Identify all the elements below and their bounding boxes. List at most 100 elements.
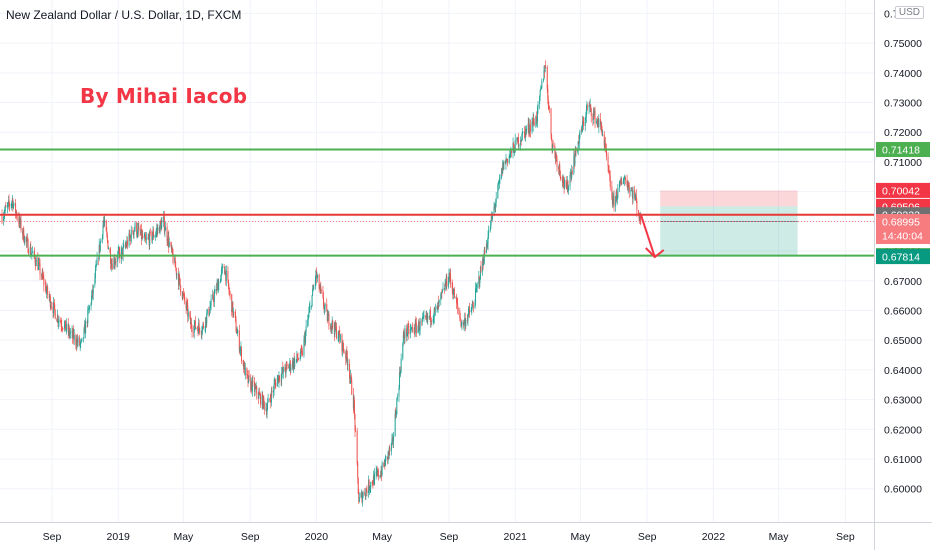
down-arrow-annotation[interactable] <box>639 213 665 259</box>
candle <box>632 186 634 204</box>
candle-body <box>602 134 604 136</box>
candle-body <box>517 137 519 142</box>
candle <box>402 330 404 347</box>
candle-body <box>221 267 223 271</box>
candle-body <box>440 294 442 300</box>
candle <box>479 278 481 288</box>
candle <box>313 284 315 292</box>
candle-body <box>113 258 115 269</box>
candle-body <box>81 337 83 342</box>
candle-body <box>153 231 155 238</box>
candle-body <box>342 341 344 352</box>
candle-body <box>407 325 409 335</box>
candle <box>570 171 572 183</box>
candle <box>166 222 168 246</box>
candle <box>612 191 614 209</box>
candle-body <box>438 302 440 303</box>
candle-body <box>546 67 548 89</box>
candle <box>151 236 153 244</box>
candle-body <box>118 249 120 253</box>
candle-body <box>198 323 200 334</box>
candle <box>53 297 55 318</box>
candle-body <box>73 335 75 340</box>
currency-badge[interactable]: USD <box>894 6 924 19</box>
candle-body <box>446 276 448 287</box>
candle-body <box>103 221 105 223</box>
candle <box>53 302 55 309</box>
author-annotation[interactable]: By Mihai Iacob <box>80 84 248 108</box>
candle-body <box>425 316 427 318</box>
short-position-tool[interactable] <box>660 190 798 257</box>
candle-body <box>483 250 485 264</box>
candle <box>273 378 275 396</box>
candle-body <box>107 248 109 250</box>
candle-body <box>79 343 81 346</box>
candle <box>362 490 364 499</box>
candle-body <box>205 317 207 324</box>
candle <box>72 328 74 338</box>
candle-body <box>478 276 480 284</box>
candle-body <box>315 270 317 278</box>
candle-body <box>248 375 250 383</box>
candle <box>559 169 561 180</box>
candle-body <box>80 341 82 342</box>
candle <box>247 370 249 388</box>
candle-body <box>231 294 233 313</box>
candle-body <box>57 315 59 323</box>
candle <box>200 330 202 339</box>
candle-body <box>494 205 496 207</box>
candle <box>353 394 355 411</box>
candle <box>352 388 354 414</box>
candle <box>298 357 300 361</box>
candle <box>42 274 44 280</box>
candle <box>410 326 412 330</box>
horizontal-levels[interactable] <box>0 148 874 257</box>
candle <box>104 216 106 227</box>
candle <box>605 143 607 161</box>
price-axis[interactable]: 0.760000.750000.740000.730000.720000.710… <box>874 0 923 550</box>
candle-body <box>471 305 473 308</box>
candle <box>106 232 108 244</box>
candle <box>274 379 276 390</box>
candle-body <box>413 327 415 333</box>
candle <box>279 375 281 383</box>
time-tick-label: Sep <box>836 531 855 543</box>
candle <box>337 331 339 342</box>
candle <box>117 246 119 260</box>
candle-body <box>265 408 267 410</box>
candle-body <box>107 240 109 249</box>
time-axis[interactable]: Sep 2019 May Sep 2020 May Sep 2021 May Sep 2022 May… <box>0 522 932 544</box>
candle-body <box>624 177 626 179</box>
candle <box>540 86 542 90</box>
plot-background <box>0 0 874 522</box>
candle-body <box>461 321 463 325</box>
candle <box>391 433 393 445</box>
candle <box>178 271 180 290</box>
candle-body <box>567 186 569 191</box>
candle <box>597 115 599 128</box>
candle-body <box>384 457 386 467</box>
candle-body <box>195 327 197 329</box>
candle <box>88 304 90 313</box>
candle <box>225 265 227 287</box>
candle <box>191 324 193 338</box>
candle-body <box>387 456 389 460</box>
candle-body <box>389 447 391 451</box>
candle <box>563 181 565 194</box>
candle-body <box>421 321 423 322</box>
candle <box>428 315 430 321</box>
candle-body <box>279 375 281 380</box>
candle-body <box>250 377 252 390</box>
candle-body <box>339 334 341 341</box>
candle-body <box>615 192 617 196</box>
candle-body <box>596 120 598 124</box>
candle <box>384 459 386 470</box>
candle <box>141 223 143 246</box>
candle <box>426 312 428 324</box>
candle <box>71 325 73 339</box>
candle-body <box>502 162 504 170</box>
candle-body <box>322 290 324 298</box>
candle <box>550 108 552 140</box>
candle-body <box>1 215 3 223</box>
